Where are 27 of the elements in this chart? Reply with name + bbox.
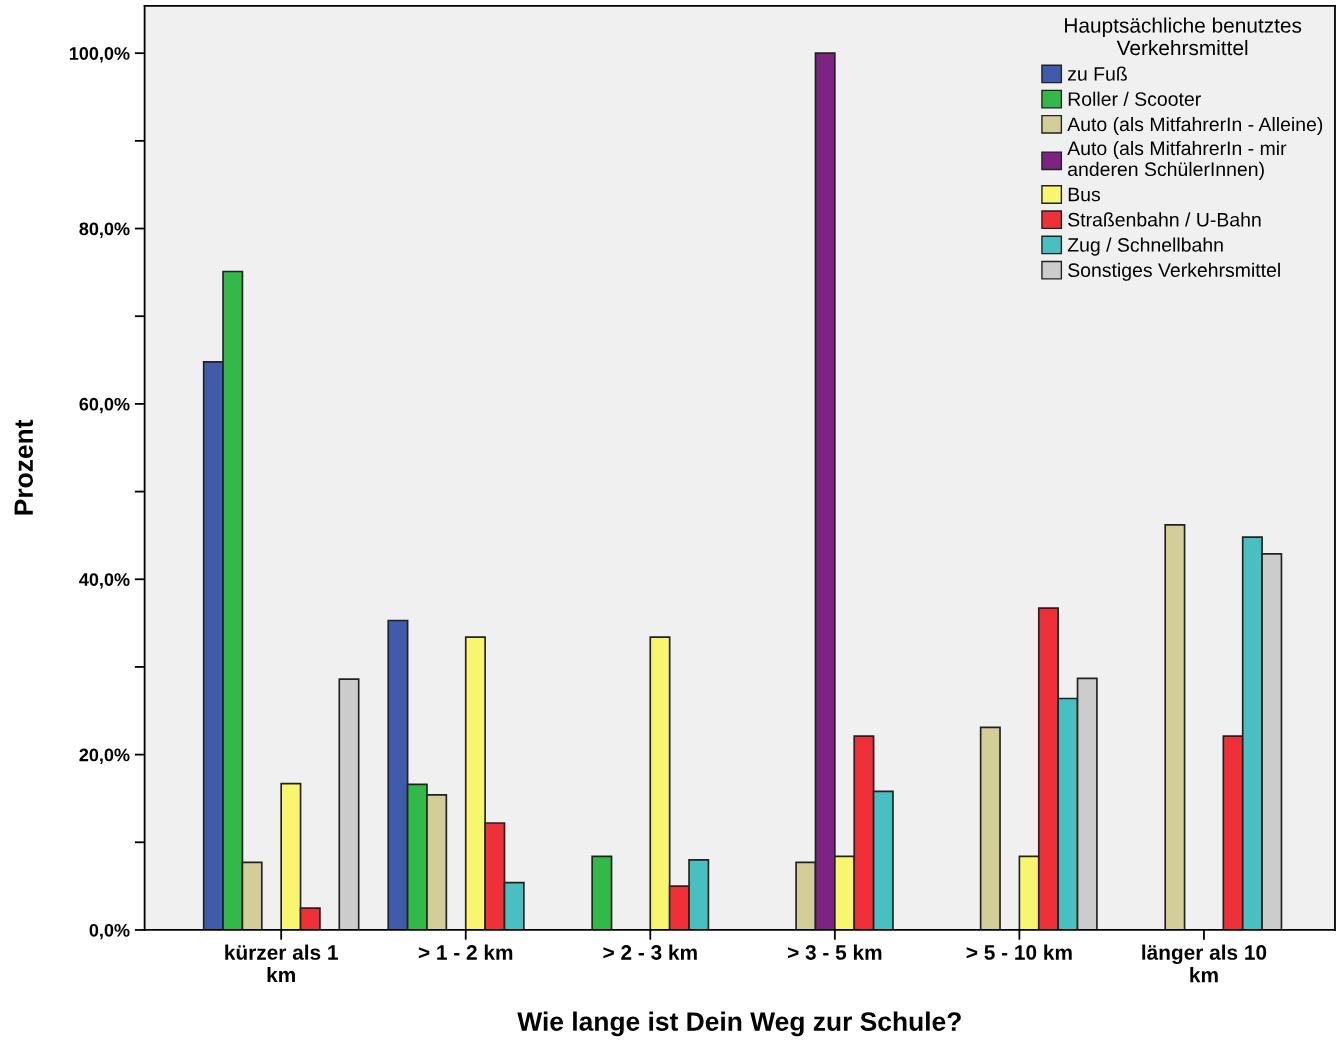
x-tick-label: kürzer als 1 km: [225, 944, 338, 983]
x-tick-label: > 1 - 2 km: [418, 944, 513, 960]
legend-label: Zug / Schnellbahn: [1067, 237, 1223, 256]
y-tick-label: 100,0%: [69, 47, 130, 63]
y-tick-label: 20,0%: [79, 748, 130, 764]
x-tick-label: > 2 - 3 km: [603, 944, 697, 960]
y-tick-label: 40,0%: [79, 573, 130, 589]
x-tick-label: > 3 - 5 km: [787, 944, 882, 960]
legend-label: Auto (als MitfahrerIn - mir anderen SchülerInnen): [1067, 140, 1287, 180]
y-axis-title: Prozent: [14, 419, 34, 515]
bar: [979, 726, 1001, 930]
bar: [591, 855, 613, 930]
legend-label: Roller / Scooter: [1068, 91, 1201, 106]
x-tick-label: > 5 - 10 km: [966, 944, 1072, 960]
y-tick-label: 60,0%: [79, 397, 130, 414]
y-tick-label: 0,0%: [89, 923, 130, 940]
bar: [1164, 524, 1186, 930]
legend-title: Hauptsächliche benutztes Verkehrsmittel: [1065, 17, 1302, 56]
legend-label: Auto (als MitfahrerIn - Alleine): [1067, 116, 1323, 136]
legend-label: Sonstiges Verkehrsmittel: [1068, 262, 1280, 281]
x-tick-label: länger als 10 km: [1142, 944, 1267, 983]
x-axis-title: Wie lange ist Dein Weg zur Schule?: [517, 1011, 961, 1037]
legend-label: Bus: [1068, 187, 1101, 202]
y-tick-label: 80,0%: [79, 222, 130, 238]
legend-label: Straßenbahn / U-Bahn: [1068, 212, 1261, 227]
bar: [338, 678, 360, 930]
legend-label: zu Fuß: [1068, 66, 1127, 81]
